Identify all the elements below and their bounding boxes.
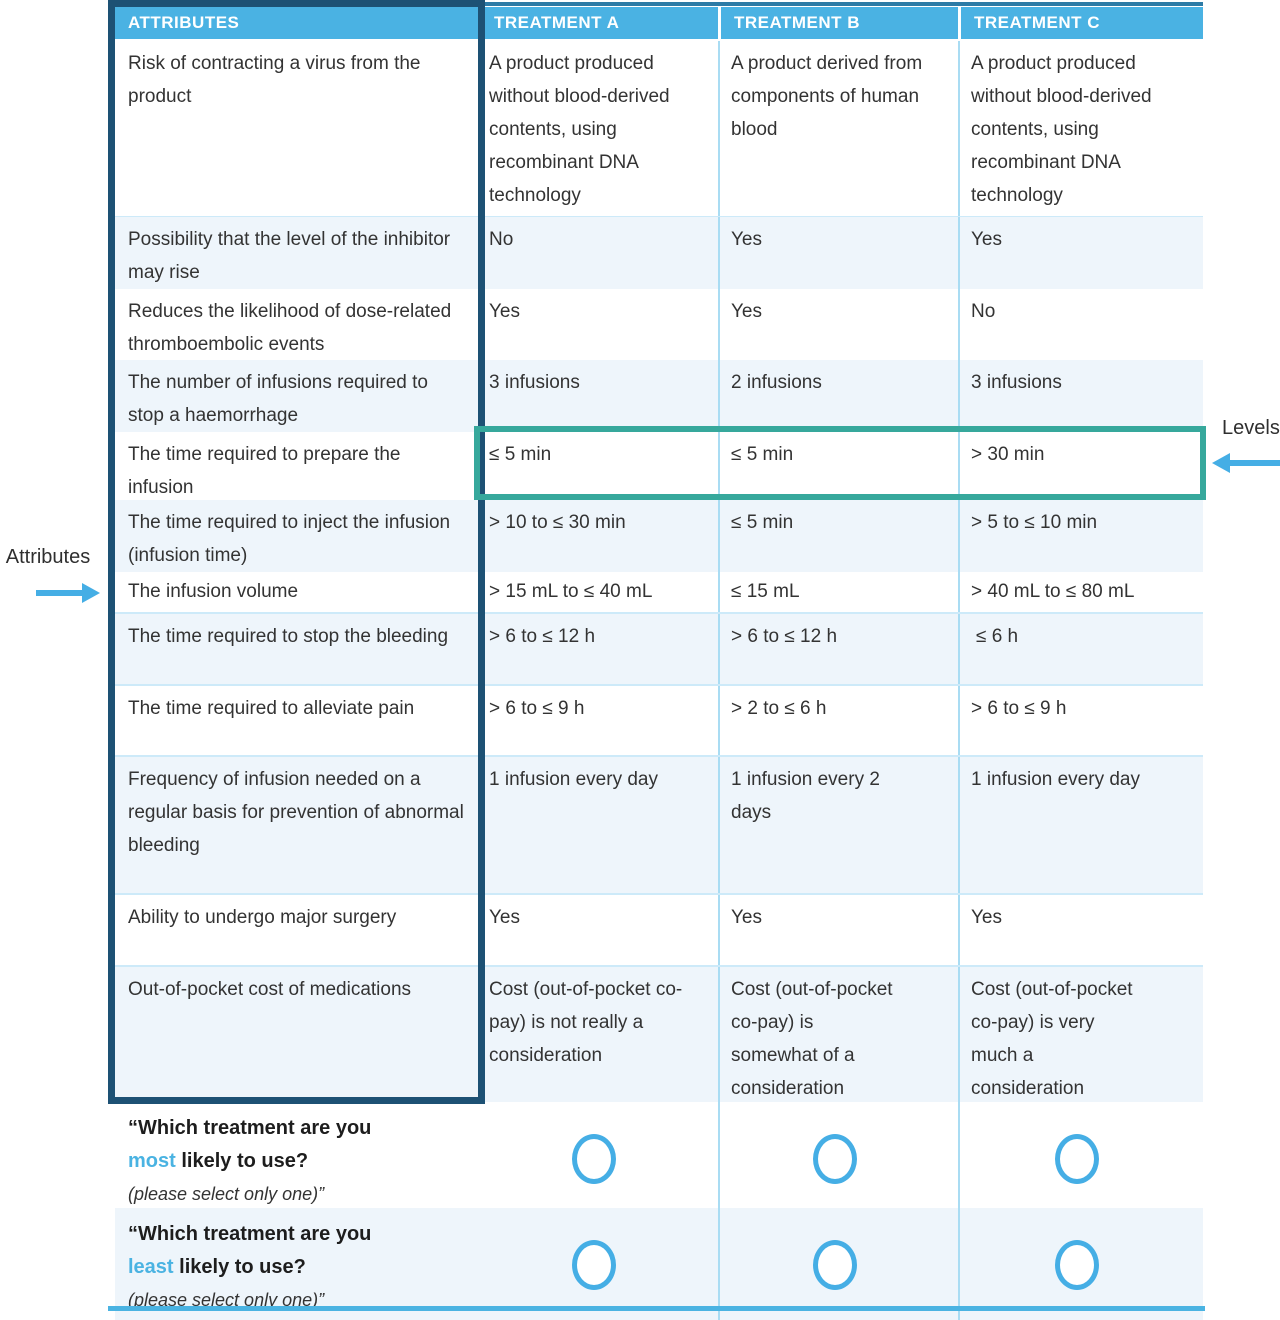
- treatment-b-cell: > 6 to ≤ 12 h: [718, 614, 958, 684]
- table-row: The time required to inject the infusion…: [115, 498, 1203, 576]
- treatment-b-cell: Yes: [718, 289, 958, 365]
- header-treatment-a: TREATMENT A: [478, 7, 718, 39]
- treatment-c-cell: > 40 mL to ≤ 80 mL: [958, 572, 1203, 612]
- treatment-c-cell: > 5 to ≤ 10 min: [958, 500, 1203, 576]
- treatment-b-cell: Yes: [718, 217, 958, 293]
- table-header-row: ATTRIBUTES TREATMENT A TREATMENT B TREAT…: [115, 7, 1203, 39]
- table-bottom-border: [108, 1306, 1205, 1311]
- radio-least-treatment-b[interactable]: [812, 1240, 857, 1290]
- treatment-c-cell: 1 infusion every day: [958, 757, 1203, 893]
- treatment-c-cell: No: [958, 289, 1203, 365]
- treatment-c-cell: Yes: [958, 895, 1203, 965]
- treatment-b-cell: ≤ 5 min: [718, 500, 958, 576]
- treatment-b-cell: Yes: [718, 895, 958, 965]
- treatment-a-cell: 1 infusion every day: [478, 757, 718, 893]
- header-attributes: ATTRIBUTES: [115, 7, 478, 39]
- radio-cell: [718, 1102, 958, 1214]
- question-line: “Which treatment are you: [128, 1223, 372, 1245]
- treatment-a-cell: A product produced without blood-derived…: [478, 41, 718, 216]
- header-treatment-b: TREATMENT B: [718, 7, 958, 39]
- treatment-c-cell: A product produced without blood-derived…: [958, 41, 1203, 216]
- treatment-a-cell: > 6 to ≤ 12 h: [478, 614, 718, 684]
- attribute-cell: Possibility that the level of the inhibi…: [115, 217, 478, 293]
- treatment-a-cell: No: [478, 217, 718, 293]
- treatment-c-cell: > 6 to ≤ 9 h: [958, 686, 1203, 755]
- table-row: Reduces the likelihood of dose-related t…: [115, 287, 1203, 365]
- table-row: The number of infusions required to stop…: [115, 358, 1203, 436]
- table-row-highlighted-levels: The time required to prepare the infusio…: [115, 430, 1203, 508]
- question-highlight-word: most: [128, 1150, 176, 1172]
- table-top-border: [482, 2, 1203, 6]
- treatment-b-cell: > 2 to ≤ 6 h: [718, 686, 958, 755]
- header-treatment-c: TREATMENT C: [958, 7, 1203, 39]
- treatment-c-cell: Cost (out-of-pocket co-pay) is very much…: [958, 967, 1203, 1109]
- radio-cell: [958, 1102, 1203, 1214]
- treatment-c-cell: ≤ 6 h: [958, 614, 1203, 684]
- table-row: Risk of contracting a virus from the pro…: [115, 39, 1203, 216]
- attribute-cell: Ability to undergo major surgery: [115, 895, 478, 965]
- attribute-cell: Risk of contracting a virus from the pro…: [115, 41, 478, 216]
- table-row: Possibility that the level of the inhibi…: [115, 215, 1203, 293]
- levels-pointer-label: Levels: [1222, 417, 1280, 439]
- radio-most-treatment-b[interactable]: [812, 1134, 857, 1184]
- attribute-cell: Reduces the likelihood of dose-related t…: [115, 289, 478, 365]
- treatment-b-cell: Cost (out-of-pocket co-pay) is somewhat …: [718, 967, 958, 1109]
- attribute-cell: Out-of-pocket cost of medications: [115, 967, 478, 1109]
- treatment-a-cell: > 10 to ≤ 30 min: [478, 500, 718, 576]
- treatment-c-cell: 3 infusions: [958, 360, 1203, 436]
- attributes-pointer-label: Attributes: [5, 546, 91, 568]
- treatment-b-cell: 1 infusion every 2 days: [718, 757, 958, 893]
- treatment-a-cell: > 15 mL to ≤ 40 mL: [478, 572, 718, 612]
- radio-cell: [478, 1102, 718, 1214]
- attribute-cell: The time required to inject the infusion…: [115, 500, 478, 576]
- question-note: (please select only one)”: [128, 1290, 325, 1310]
- question-row-most-likely: “Which treatment are you most likely to …: [115, 1100, 1203, 1214]
- question-line: “Which treatment are you: [128, 1117, 372, 1139]
- arrow-left-icon: [1212, 453, 1280, 473]
- radio-least-treatment-a[interactable]: [571, 1240, 616, 1290]
- attribute-cell: The number of infusions required to stop…: [115, 360, 478, 436]
- treatment-c-cell: > 30 min: [958, 432, 1203, 508]
- attribute-cell: The time required to alleviate pain: [115, 686, 478, 755]
- radio-least-treatment-c[interactable]: [1055, 1240, 1099, 1290]
- treatment-c-cell: Yes: [958, 217, 1203, 293]
- attribute-cell: The time required to stop the bleeding: [115, 614, 478, 684]
- question-note: (please select only one)”: [128, 1184, 325, 1204]
- question-most-likely: “Which treatment are you most likely to …: [115, 1102, 478, 1214]
- treatment-a-cell: Yes: [478, 895, 718, 965]
- table-row: Out-of-pocket cost of medications Cost (…: [115, 965, 1203, 1109]
- radio-cell: [478, 1208, 718, 1320]
- treatment-a-cell: Yes: [478, 289, 718, 365]
- table-row: Ability to undergo major surgery Yes Yes…: [115, 893, 1203, 965]
- question-line: most likely to use?: [128, 1145, 468, 1178]
- treatment-a-cell: Cost (out-of-pocket co-pay) is not reall…: [478, 967, 718, 1109]
- attribute-cell: The infusion volume: [115, 572, 478, 612]
- question-rest: likely to use?: [175, 1150, 309, 1172]
- treatment-a-cell: ≤ 5 min: [478, 432, 718, 508]
- table-row: The infusion volume > 15 mL to ≤ 40 mL ≤…: [115, 570, 1203, 612]
- choice-task-table: ATTRIBUTES TREATMENT A TREATMENT B TREAT…: [115, 7, 1203, 1320]
- question-row-least-likely: “Which treatment are you least likely to…: [115, 1206, 1203, 1320]
- treatment-b-cell: ≤ 5 min: [718, 432, 958, 508]
- radio-cell: [958, 1208, 1203, 1320]
- question-least-likely: “Which treatment are you least likely to…: [115, 1208, 478, 1320]
- table-row: Frequency of infusion needed on a regula…: [115, 755, 1203, 893]
- radio-most-treatment-a[interactable]: [571, 1134, 616, 1184]
- treatment-b-cell: 2 infusions: [718, 360, 958, 436]
- question-highlight-word: least: [128, 1256, 174, 1278]
- arrow-right-icon: [36, 583, 100, 603]
- radio-cell: [718, 1208, 958, 1320]
- treatment-a-cell: 3 infusions: [478, 360, 718, 436]
- treatment-a-cell: > 6 to ≤ 9 h: [478, 686, 718, 755]
- question-rest: likely to use?: [173, 1256, 306, 1278]
- radio-most-treatment-c[interactable]: [1055, 1134, 1099, 1184]
- treatment-b-cell: A product derived from components of hum…: [718, 41, 958, 216]
- table-row: The time required to stop the bleeding >…: [115, 612, 1203, 684]
- question-line: least likely to use?: [128, 1251, 468, 1284]
- attribute-cell: Frequency of infusion needed on a regula…: [115, 757, 478, 893]
- attribute-cell: The time required to prepare the infusio…: [115, 432, 478, 508]
- table-row: The time required to alleviate pain > 6 …: [115, 684, 1203, 755]
- treatment-b-cell: ≤ 15 mL: [718, 572, 958, 612]
